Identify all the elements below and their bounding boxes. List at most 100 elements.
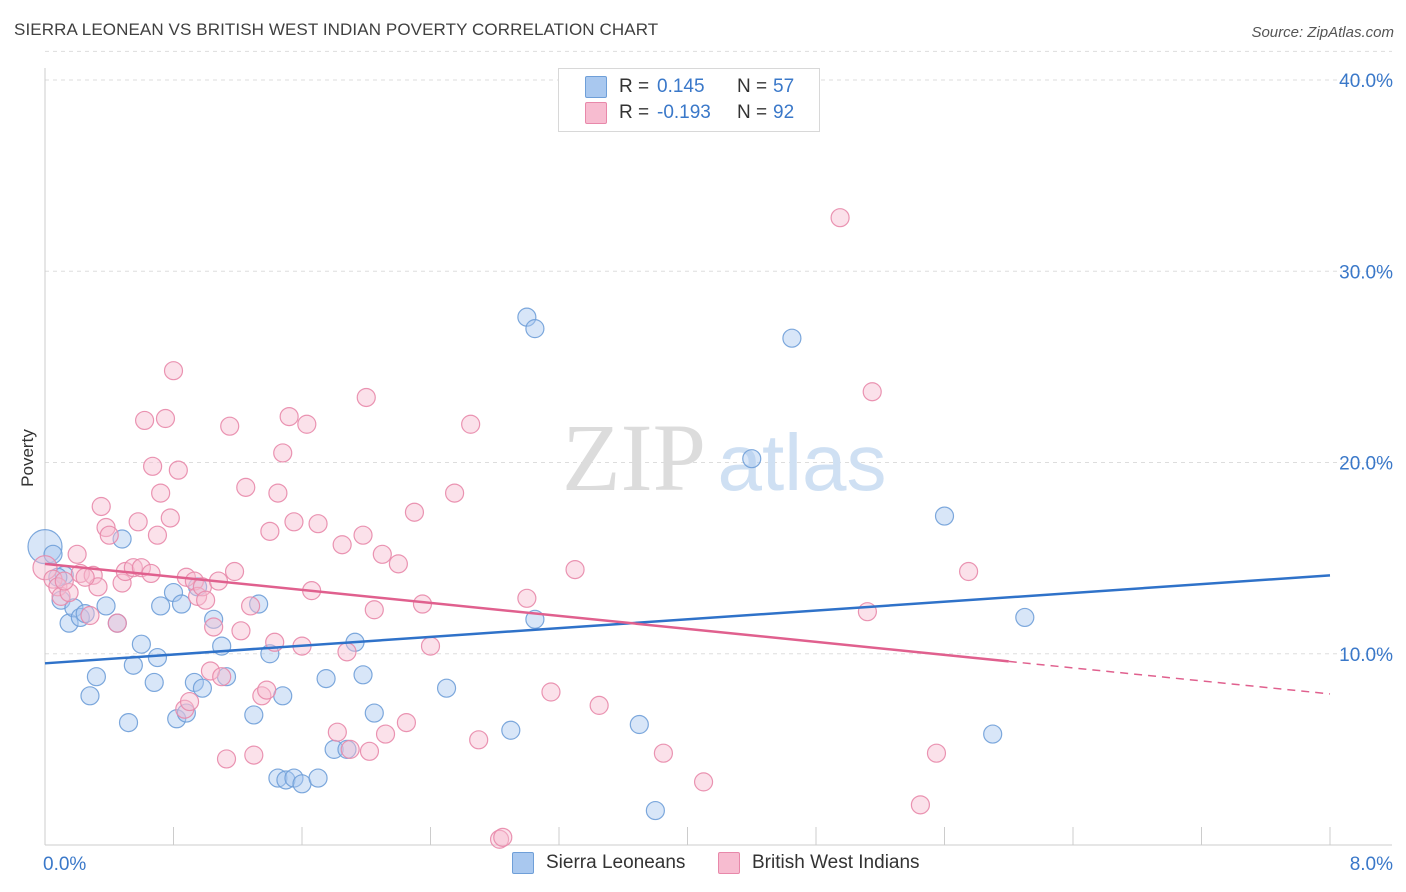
point-british-west-indian <box>107 613 127 633</box>
point-british-west-indian <box>224 561 245 582</box>
point-british-west-indian <box>273 443 293 463</box>
point-sierra-leonean <box>144 672 164 693</box>
point-sierra-leonean <box>436 678 457 698</box>
point-british-west-indian <box>257 680 277 700</box>
point-british-west-indian <box>80 605 100 626</box>
point-british-west-indian <box>308 514 328 534</box>
bottom-legend-british-west-indians: British West Indians <box>718 852 920 874</box>
point-british-west-indian <box>830 208 850 228</box>
point-sierra-leonean <box>308 768 328 788</box>
trendline-sierra-leoneans <box>44 574 1331 665</box>
legend-r-label: R = <box>619 76 650 97</box>
point-british-west-indian <box>297 414 317 434</box>
point-sierra-leonean <box>151 596 171 616</box>
point-sierra-leonean <box>525 319 545 339</box>
watermark-zip: ZIP <box>562 404 706 511</box>
point-british-west-indian <box>862 382 882 402</box>
y-tick-label: 10.0% <box>1339 645 1393 666</box>
point-sierra-leonean <box>167 709 187 729</box>
point-sierra-leonean <box>131 634 151 654</box>
point-british-west-indian <box>279 407 299 427</box>
y-tick-label: 40.0% <box>1339 71 1393 92</box>
point-british-west-indian <box>375 724 396 744</box>
x-tick-label: 0.0% <box>43 854 86 875</box>
point-british-west-indian <box>112 573 132 593</box>
point-british-west-indian <box>340 739 360 759</box>
point-sierra-leonean <box>934 506 955 526</box>
point-british-west-indian <box>461 414 481 434</box>
point-british-west-indian <box>160 508 180 528</box>
legend-n-value: 57 <box>773 76 795 97</box>
point-sierra-leonean <box>64 598 84 618</box>
point-sierra-leonean <box>27 529 63 565</box>
point-british-west-indian <box>541 682 561 702</box>
point-sierra-leonean <box>273 686 293 706</box>
watermark-atlas: atlas <box>718 418 887 507</box>
point-british-west-indian <box>517 588 537 608</box>
point-british-west-indian <box>693 772 714 792</box>
point-british-west-indian <box>200 661 221 681</box>
point-british-west-indian <box>284 512 304 532</box>
point-british-west-indian <box>134 410 155 431</box>
legend-n-label: N = <box>737 102 768 123</box>
legend-row-british-west-indians: R = -0.193 N = 92 <box>585 101 794 125</box>
point-british-west-indian <box>155 408 176 429</box>
source-label: Source: ZipAtlas.com <box>1251 24 1394 41</box>
point-sierra-leonean <box>192 678 213 698</box>
point-british-west-indian <box>163 361 184 381</box>
point-british-west-indian <box>75 567 95 587</box>
point-british-west-indian <box>653 743 674 763</box>
point-sierra-leonean <box>629 714 649 735</box>
point-british-west-indian <box>926 743 947 763</box>
point-british-west-indian <box>151 483 171 503</box>
point-british-west-indian <box>241 596 261 616</box>
legend-swatch-blue <box>585 76 607 98</box>
point-british-west-indian <box>128 512 148 532</box>
point-british-west-indian <box>54 571 74 591</box>
point-british-west-indian <box>91 496 111 517</box>
point-sierra-leonean <box>204 609 224 629</box>
point-sierra-leonean <box>276 770 296 790</box>
bottom-legend-swatch-pink <box>718 852 740 874</box>
point-sierra-leonean <box>59 613 79 633</box>
bottom-legend-sierra-leoneans: Sierra Leoneans <box>512 852 685 874</box>
point-british-west-indian <box>212 667 232 687</box>
point-sierra-leonean <box>782 328 802 348</box>
point-british-west-indian <box>216 749 237 769</box>
point-british-west-indian <box>364 600 384 620</box>
trendline-british-west-indians <box>44 562 1009 663</box>
point-british-west-indian <box>268 483 288 503</box>
point-british-west-indian <box>236 477 256 497</box>
point-sierra-leonean <box>43 544 63 564</box>
point-british-west-indian <box>231 621 251 641</box>
y-axis-label: Poverty <box>18 429 37 487</box>
gridlines <box>45 50 1392 655</box>
y-tick-label: 30.0% <box>1339 262 1393 283</box>
point-british-west-indian <box>493 827 513 847</box>
point-sierra-leonean <box>292 774 312 794</box>
point-british-west-indian <box>910 795 931 815</box>
point-british-west-indian <box>327 722 347 742</box>
legend-r-value: -0.193 <box>657 102 711 123</box>
point-sierra-leonean <box>316 669 336 689</box>
point-sierra-leonean <box>517 307 537 327</box>
point-british-west-indian <box>412 594 433 614</box>
legend-n-value: 92 <box>773 102 795 123</box>
point-british-west-indian <box>99 525 119 545</box>
point-sierra-leonean <box>171 594 192 614</box>
point-british-west-indian <box>589 695 609 715</box>
point-british-west-indian <box>489 829 510 849</box>
point-sierra-leonean <box>112 529 132 549</box>
bottom-legend-swatch-blue <box>512 852 534 874</box>
point-sierra-leonean <box>742 449 762 469</box>
point-british-west-indian <box>565 559 585 580</box>
stats-legend: R = 0.145 N = 57 R = -0.193 N = 92 <box>558 68 820 132</box>
point-sierra-leonean <box>983 724 1003 744</box>
point-british-west-indian <box>958 561 979 582</box>
point-british-west-indian <box>244 745 264 765</box>
point-sierra-leonean <box>364 703 384 723</box>
point-british-west-indian <box>396 712 417 733</box>
point-british-west-indian <box>469 730 489 750</box>
point-sierra-leonean <box>80 686 100 706</box>
